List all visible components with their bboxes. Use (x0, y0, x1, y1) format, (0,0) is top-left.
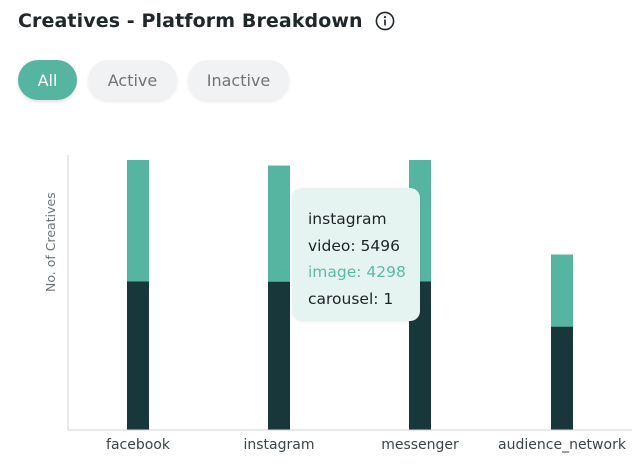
bar-facebook-video[interactable] (127, 281, 149, 431)
filter-active-button[interactable]: Active (88, 60, 177, 100)
tooltip-row-carousel: carousel: 1 (308, 289, 394, 308)
filter-inactive-button[interactable]: Inactive (188, 60, 289, 100)
tooltip-title: instagram (308, 210, 387, 228)
x-tick-facebook: facebook (106, 437, 171, 453)
filter-pills: All Active Inactive (18, 60, 289, 100)
info-circle-icon[interactable] (375, 11, 395, 31)
x-ticks: facebook instagram messenger audience_netwo… (106, 437, 627, 453)
bar-instagram-image[interactable] (268, 165, 290, 282)
y-axis-label: No. of Creatives (43, 192, 58, 292)
bar-facebook-image[interactable] (127, 160, 149, 282)
page-title: Creatives - Platform Breakdown (18, 10, 363, 32)
chart-tooltip: instagram video: 5496 image: 4298 carous… (292, 188, 420, 321)
bar-instagram-video[interactable] (268, 281, 290, 430)
title-row: Creatives - Platform Breakdown (18, 10, 395, 32)
tooltip-row-image: image: 4298 (308, 263, 406, 281)
x-tick-audience_network: audience_network (498, 437, 627, 453)
bar-audience_network-video[interactable] (551, 326, 573, 430)
x-tick-instagram: instagram (244, 437, 315, 453)
x-tick-messenger: messenger (381, 437, 459, 453)
bar-audience_network-image[interactable] (551, 254, 573, 327)
filter-all-button[interactable]: All (18, 60, 77, 100)
tooltip-row-video: video: 5496 (308, 236, 400, 255)
